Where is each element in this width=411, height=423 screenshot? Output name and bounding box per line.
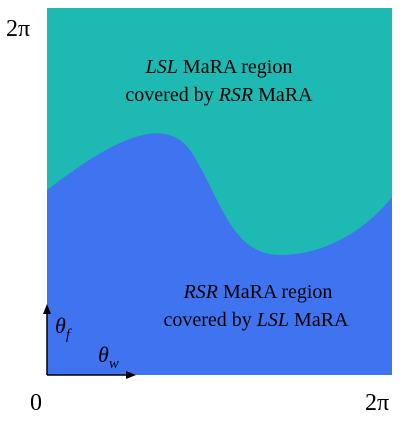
x-axis-variable: θw [98,342,119,372]
x-axis-right-label: 2π [365,390,389,416]
upper-region-line-2: covered by RSR MaRA [125,84,313,106]
lower-region-line-2: covered by LSL MaRA [164,309,350,331]
theta-w-sub: w [109,356,119,372]
upper-line2-plain: covered by [125,84,218,106]
lower-line1-italic: RSR [183,281,218,303]
lower-region-line-1: RSR MaRA region [183,281,333,303]
upper-line1-italic: LSL [145,56,178,78]
upper-region-line-1: LSL MaRA region [145,56,293,78]
upper-line1-rest: MaRA region [178,56,292,78]
theta-f-sub: f [66,327,72,343]
upper-line2-italic: RSR [218,84,253,106]
lower-line2-italic: LSL [256,309,289,331]
upper-line2-rest: MaRA [253,84,313,106]
y-axis-variable: θf [55,313,72,343]
lower-line1-rest: MaRA region [218,281,332,303]
theta-w-main: θ [98,342,109,367]
y-axis-top-label: 2π [6,16,30,42]
rsr-region-area [47,133,392,375]
origin-label: 0 [30,390,42,416]
lower-line2-plain: covered by [164,309,257,331]
axes-arrows [43,304,136,379]
y-arrow-head [43,304,51,314]
lower-line2-rest: MaRA [289,309,349,331]
x-arrow-head [126,371,136,379]
theta-f-main: θ [55,313,66,338]
